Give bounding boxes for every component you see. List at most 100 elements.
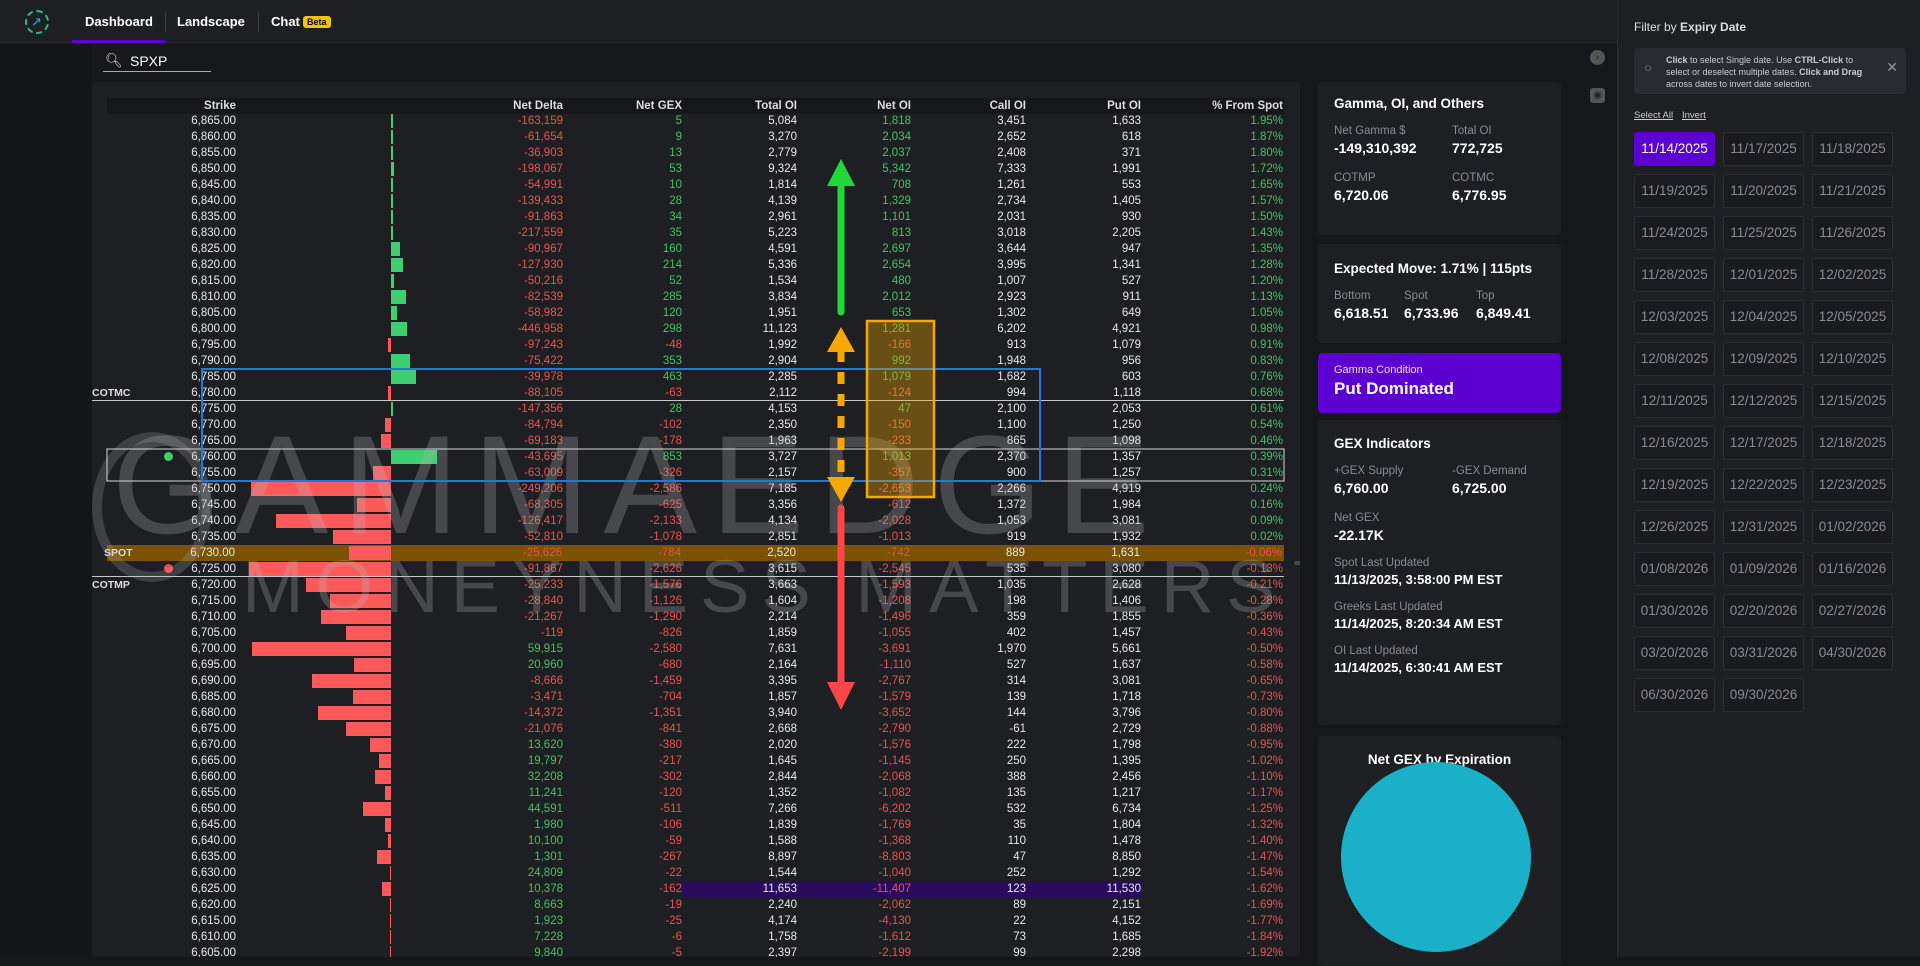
- expiry-date-button[interactable]: 12/04/2025: [1723, 300, 1804, 334]
- net-gex-bar[interactable]: [388, 338, 391, 352]
- table-row[interactable]: 6,795.00 -97,243 -48 1,992 -166 913 1,079 0.91%: [92, 337, 1300, 353]
- expiry-date-button[interactable]: 12/12/2025: [1723, 384, 1804, 418]
- expiry-date-button[interactable]: 12/26/2025: [1634, 510, 1715, 544]
- table-row[interactable]: 6,865.00 -163,159 5 5,084 1,818 3,451 1,633 1.9…: [92, 113, 1300, 129]
- expiry-date-button[interactable]: 02/20/2026: [1723, 594, 1804, 628]
- net-gex-bar[interactable]: [391, 258, 403, 272]
- expiry-date-button[interactable]: 06/30/2026: [1634, 678, 1715, 712]
- table-row[interactable]: 6,770.00-84,794-1022,350-1501,1001,2500.…: [92, 417, 1300, 433]
- expiry-date-button[interactable]: 12/01/2025: [1723, 258, 1804, 292]
- table-row[interactable]: 6,785.00-39,9784632,2851,0791,6826030.76…: [92, 369, 1300, 385]
- expiry-date-button[interactable]: 01/16/2026: [1812, 552, 1893, 586]
- expiry-date-button[interactable]: 01/08/2026: [1634, 552, 1715, 586]
- table-row[interactable]: 6,820.00 -127,930 214 5,336 2,654 3,995 1,341 1…: [92, 257, 1300, 273]
- expiry-date-button[interactable]: 12/31/2025: [1723, 510, 1804, 544]
- net-gex-bar[interactable]: [275, 514, 391, 528]
- net-gex-bar[interactable]: [389, 914, 391, 928]
- table-row[interactable]: 6,840.00 -139,433 28 4,139 1,329 2,734 1,405 1.…: [92, 193, 1300, 209]
- table-row[interactable]: 6,610.00 7,228 -6 1,758 -1,612 73 1,685 -1.84%: [92, 929, 1300, 945]
- table-row[interactable]: 6,860.00 -61,654 9 3,270 2,034 2,652 618 1.87%: [92, 129, 1300, 145]
- net-gex-bar[interactable]: [385, 418, 391, 432]
- expiry-date-button[interactable]: 11/26/2025: [1812, 216, 1893, 250]
- table-row[interactable]: 6,655.00 11,241 -120 1,352 -1,082 135 1,217 -1.…: [92, 785, 1300, 801]
- net-gex-bar[interactable]: [391, 114, 393, 128]
- table-row[interactable]: 6,620.00 8,663 -19 2,240 -2,062 89 2,151 -1.69%: [92, 897, 1300, 913]
- net-gex-bar[interactable]: [382, 882, 391, 896]
- net-gex-bar[interactable]: [318, 706, 391, 720]
- table-row[interactable]: 6,790.00 -75,422 353 2,904 992 1,948 956 0.83%: [92, 353, 1300, 369]
- expiry-date-button[interactable]: 12/15/2025: [1812, 384, 1893, 418]
- expiry-date-button[interactable]: 01/02/2026: [1812, 510, 1893, 544]
- net-gex-bar[interactable]: [391, 290, 407, 304]
- column-header[interactable]: % From Spot: [1212, 100, 1283, 112]
- table-row[interactable]: 6,625.00 10,378 -162 11,653 -11,407 123 11,530…: [92, 881, 1300, 897]
- expiry-date-button[interactable]: 12/05/2025: [1812, 300, 1893, 334]
- expiry-date-button[interactable]: 11/24/2025: [1634, 216, 1715, 250]
- table-row[interactable]: 6,700.00 59,915 -2,580 7,631 -3,691 1,970 5,66…: [92, 641, 1300, 657]
- expiry-date-button[interactable]: 11/25/2025: [1723, 216, 1804, 250]
- invert-link[interactable]: Invert: [1682, 110, 1706, 121]
- expiry-date-button[interactable]: 12/17/2025: [1723, 426, 1804, 460]
- net-gex-bar[interactable]: [389, 946, 391, 957]
- net-gex-bar[interactable]: [391, 146, 393, 160]
- tab-landscape[interactable]: Landscape: [177, 14, 245, 29]
- net-gex-bar[interactable]: [391, 194, 393, 208]
- column-header[interactable]: Strike: [204, 100, 236, 112]
- chevron-right-circle-icon[interactable]: ›: [1590, 50, 1605, 65]
- net-gex-bar[interactable]: [249, 562, 391, 576]
- column-header[interactable]: Net OI: [877, 100, 911, 112]
- table-row[interactable]: 6,715.00 -28,840 -1,126 1,604 -1,208 198 1,406…: [92, 593, 1300, 609]
- table-row[interactable]: 6,720.00 -25,233 -1,576 3,663 -1,593 1,035 2,6…: [92, 577, 1300, 593]
- net-gex-bar[interactable]: [389, 866, 391, 880]
- table-row[interactable]: 6,825.00 -90,967 160 4,591 2,697 3,644 947 1.35…: [92, 241, 1300, 257]
- net-gex-bar[interactable]: [374, 770, 391, 784]
- expiry-date-button[interactable]: 12/23/2025: [1812, 468, 1893, 502]
- table-row[interactable]: 6,725.00 -91,867 -2,626 3,615 -2,545 535 3,080…: [92, 561, 1300, 577]
- table-row[interactable]: 6,730.00 -25,626 -784 2,520 -742 889 1,631 -0.0…: [107, 545, 1284, 561]
- close-icon[interactable]: ✕: [1886, 59, 1898, 75]
- table-row[interactable]: 6,710.00 -21,267 -1,290 2,214 -1,496 359 1,855…: [92, 609, 1300, 625]
- app-logo-icon[interactable]: ↗: [25, 10, 49, 34]
- expiry-date-button[interactable]: 12/18/2025: [1812, 426, 1893, 460]
- table-row[interactable]: 6,670.00 13,620 -380 2,020 -1,576 222 1,798 -0.…: [92, 737, 1300, 753]
- expiry-date-button[interactable]: 12/19/2025: [1634, 468, 1715, 502]
- net-gex-bar[interactable]: [312, 674, 391, 688]
- expiry-date-button[interactable]: 12/08/2025: [1634, 342, 1715, 376]
- table-row[interactable]: 6,855.00 -36,903 13 2,779 2,037 2,408 371 1.80%: [92, 145, 1300, 161]
- table-row[interactable]: 6,765.00-69,183-1781,963-2338651,0980.46…: [92, 433, 1300, 449]
- expiry-date-button[interactable]: 11/18/2025: [1812, 132, 1893, 166]
- net-gex-bar[interactable]: [391, 178, 393, 192]
- net-gex-bar[interactable]: [376, 850, 391, 864]
- net-gex-bar[interactable]: [391, 450, 438, 464]
- expiry-date-button[interactable]: 12/11/2025: [1634, 384, 1715, 418]
- net-gex-bar[interactable]: [389, 930, 391, 944]
- expiry-date-button[interactable]: 11/21/2025: [1812, 174, 1893, 208]
- expiry-date-button[interactable]: 11/20/2025: [1723, 174, 1804, 208]
- camera-icon[interactable]: ◉: [1590, 88, 1605, 103]
- expiry-date-button[interactable]: 04/30/2026: [1812, 636, 1893, 670]
- expiry-date-button[interactable]: 12/22/2025: [1723, 468, 1804, 502]
- table-row[interactable]: 6,650.00 44,591 -511 7,266 -6,202 532 6,734 -1.…: [92, 801, 1300, 817]
- net-gex-bar[interactable]: [251, 642, 391, 656]
- net-gex-bar[interactable]: [305, 578, 391, 592]
- column-header[interactable]: Net Delta: [513, 100, 563, 112]
- table-row[interactable]: 6,605.00 9,840 -5 2,397 -2,199 99 2,298 -1.92%: [92, 945, 1300, 957]
- net-gex-bar[interactable]: [330, 594, 391, 608]
- net-gex-bar[interactable]: [354, 658, 391, 672]
- table-row[interactable]: 6,805.00 -58,982 120 1,951 653 1,302 649 1.05%: [92, 305, 1300, 321]
- table-row[interactable]: 6,845.00 -54,991 10 1,814 708 1,261 553 1.65%: [92, 177, 1300, 193]
- table-row[interactable]: 6,680.00 -14,372 -1,351 3,940 -3,652 144 3,796…: [92, 705, 1300, 721]
- net-gex-bar[interactable]: [391, 402, 393, 416]
- net-gex-bar[interactable]: [357, 498, 391, 512]
- expiry-date-button[interactable]: 12/03/2025: [1634, 300, 1715, 334]
- net-gex-bar[interactable]: [373, 466, 391, 480]
- column-header[interactable]: Net GEX: [635, 100, 682, 112]
- table-row[interactable]: 6,675.00 -21,076 -841 2,668 -2,790 -61 2,729 -0…: [92, 721, 1300, 737]
- select-all-link[interactable]: Select All: [1634, 110, 1674, 121]
- expiry-date-button[interactable]: 12/09/2025: [1723, 342, 1804, 376]
- net-gex-bar[interactable]: [321, 610, 391, 624]
- expiry-date-button[interactable]: 01/09/2026: [1723, 552, 1804, 586]
- expiry-date-button[interactable]: 09/30/2026: [1723, 678, 1804, 712]
- net-gex-bar[interactable]: [391, 226, 393, 240]
